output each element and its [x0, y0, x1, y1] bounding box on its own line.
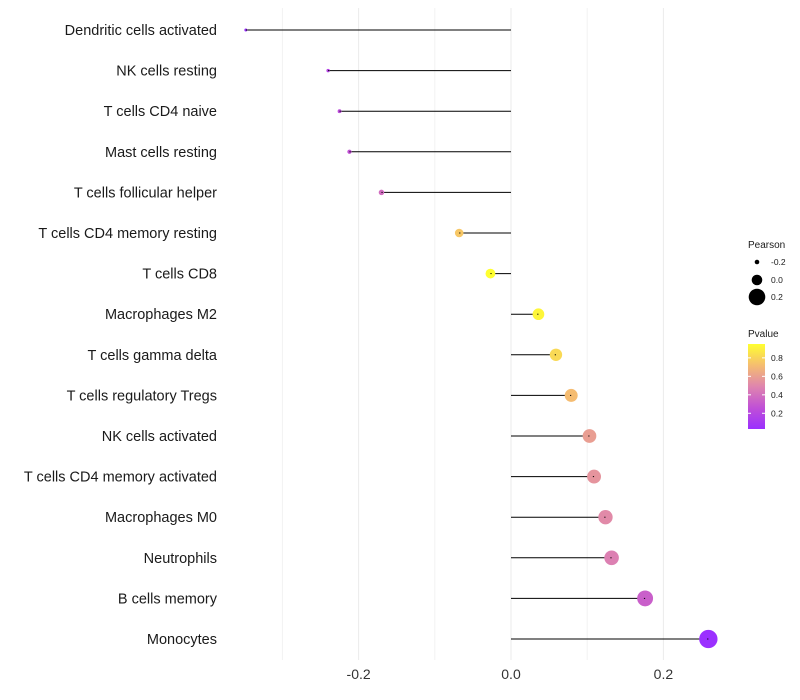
category-label: B cells memory: [118, 591, 218, 607]
pvalue-color-legend: Pvalue 0.8 0.6 0.4 0.2: [748, 329, 783, 429]
colorbar-label: 0.4: [771, 390, 783, 400]
color-legend-title: Pvalue: [748, 329, 779, 340]
lollipop-point: [582, 429, 597, 443]
category-labels: Dendritic cells activated NK cells restin…: [24, 23, 218, 648]
size-legend-key: [748, 288, 766, 306]
category-label: T cells CD4 memory resting: [38, 226, 217, 242]
pearson-size-legend: Pearson -0.2 0.0 0.2: [748, 240, 786, 306]
size-legend-title: Pearson: [748, 240, 785, 251]
category-label: T cells follicular helper: [74, 185, 217, 201]
category-label: T cells CD4 naive: [104, 104, 217, 120]
x-tick-label: 0.0: [501, 666, 521, 682]
category-label: Dendritic cells activated: [65, 23, 217, 39]
category-label: Monocytes: [147, 632, 217, 648]
colorbar-label: 0.6: [771, 371, 783, 381]
category-label: T cells regulatory Tregs: [67, 388, 217, 404]
lollipop-points: [244, 28, 718, 649]
colorbar-label: 0.2: [771, 408, 783, 418]
size-legend-key: [754, 259, 760, 265]
size-legend-key: [751, 274, 763, 286]
x-axis-tick-labels: -0.2 0.0 0.2: [347, 666, 674, 682]
pvalue-colorbar: [748, 344, 765, 429]
category-label: Mast cells resting: [105, 145, 217, 161]
lollipop-point: [598, 510, 613, 525]
size-legend-label: 0.2: [771, 292, 783, 302]
x-tick-label: 0.2: [654, 666, 674, 682]
grid-lines: [281, 8, 664, 660]
size-legend-label: 0.0: [771, 275, 783, 285]
colorbar-label: 0.8: [771, 353, 783, 363]
category-label: T cells gamma delta: [88, 348, 218, 364]
category-label: T cells CD8: [142, 267, 217, 283]
category-label: Neutrophils: [144, 551, 217, 567]
category-label: T cells CD4 memory activated: [24, 470, 217, 486]
category-label: Macrophages M0: [105, 510, 217, 526]
size-legend-label: -0.2: [771, 257, 786, 267]
category-label: Macrophages M2: [105, 307, 217, 323]
x-tick-label: -0.2: [347, 666, 371, 682]
category-label: NK cells resting: [116, 64, 217, 80]
lollipop-stems: [245, 29, 709, 640]
category-label: NK cells activated: [102, 429, 217, 445]
